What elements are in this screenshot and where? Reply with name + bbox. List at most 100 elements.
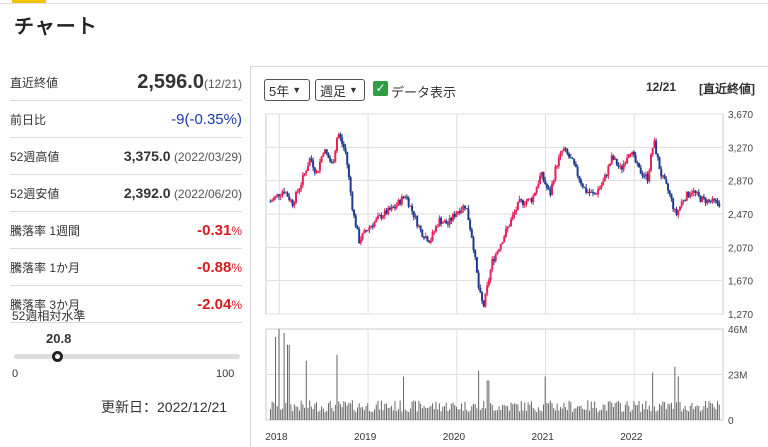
candle-body (651, 147, 654, 155)
chart-type-select[interactable]: 週足 ▼ (315, 79, 365, 101)
candle-body (283, 191, 286, 193)
candle-body (680, 201, 683, 207)
candle-body (269, 201, 272, 203)
candle-body (588, 191, 591, 193)
stat-close-value: 2,596.0 (137, 70, 204, 93)
candle-body (450, 218, 453, 221)
candle-body (489, 269, 492, 281)
candle-body (296, 191, 299, 193)
candle-body (375, 218, 378, 222)
price-tick-label: 2,070 (728, 243, 753, 254)
candle-body (634, 155, 637, 163)
candle-body (638, 162, 641, 168)
candle-body (368, 227, 371, 230)
candle-body (564, 148, 567, 150)
volume-tick-label: 46M (728, 325, 747, 336)
candle-body (617, 165, 620, 167)
candle-body (339, 134, 342, 138)
candle-body (701, 196, 704, 202)
candle-body (661, 175, 664, 177)
period-select-value: 5年 (269, 83, 290, 99)
candle-body (492, 258, 495, 262)
stat-high52-label: 52週高値 (10, 149, 60, 164)
candle-body (405, 196, 408, 199)
candle-body (472, 237, 475, 251)
volume-tick-label: 23M (728, 371, 747, 382)
x-tick-label: 2018 (265, 432, 288, 443)
relative-level-label: 52週相対水準 (12, 309, 86, 323)
x-tick-label: 2022 (620, 432, 643, 443)
chart-date: 12/21 (646, 80, 677, 94)
candle-body (609, 163, 612, 167)
candle-body (341, 137, 344, 144)
candle-body (438, 217, 441, 226)
candle-body (399, 200, 402, 205)
candle-body (533, 192, 536, 196)
stat-change: 前日比 -9(-0.35%) (10, 101, 242, 138)
candle-body (687, 191, 690, 197)
candle-body (378, 214, 381, 216)
chart-panel: 5年 ▼ 週足 ▼ ✓ データ表示 12/21 [直近終値] 3,670 3,270 2… (250, 66, 768, 447)
period-select[interactable]: 5年 ▼ (264, 79, 310, 101)
candle-body (665, 179, 668, 184)
candle-body (479, 287, 482, 293)
candle-body (684, 200, 687, 202)
stat-drop-1m-unit: % (231, 260, 242, 275)
candle-body (411, 205, 414, 212)
relative-level-knob (52, 351, 63, 362)
candle-body (300, 184, 303, 189)
candle-body (668, 190, 671, 194)
candle-body (696, 192, 699, 194)
candle-body (607, 166, 610, 176)
candle-body (510, 219, 513, 226)
candle-body (414, 216, 417, 218)
candle-body (663, 175, 666, 180)
candle-body (670, 193, 673, 199)
stat-high52-date: (2022/03/29) (173, 150, 242, 164)
candle-body (484, 293, 487, 307)
data-display-label[interactable]: データ表示 (391, 85, 457, 100)
candle-body (552, 180, 555, 184)
stat-drop-1m: 騰落率 1か月 -0.88% (10, 249, 242, 286)
candle-body (549, 189, 552, 195)
candle-body (658, 157, 661, 170)
candle-body (704, 197, 707, 204)
candle-body (562, 148, 565, 151)
candle-body (421, 230, 424, 237)
candle-body (417, 225, 420, 227)
candle-body (714, 200, 717, 202)
data-display-checkbox[interactable]: ✓ (373, 81, 388, 96)
candle-body (334, 150, 337, 163)
candle-body (361, 233, 364, 240)
candle-body (416, 216, 419, 227)
candle-body (561, 150, 564, 153)
candle-body (315, 172, 318, 174)
candle-body (475, 257, 478, 273)
candle-body (469, 220, 472, 230)
candle-body (351, 192, 354, 210)
candle-body (568, 153, 571, 158)
candle-body (359, 239, 362, 244)
candle-body (457, 211, 460, 214)
candle-body (518, 199, 521, 202)
candle-body (487, 280, 490, 286)
candle-body (344, 147, 347, 152)
candle-body (675, 208, 678, 215)
candle-body (503, 236, 506, 243)
candle-body (313, 167, 316, 173)
candle-body (440, 217, 443, 224)
candle-body (317, 170, 320, 173)
candle-body (655, 140, 658, 155)
candle-body (528, 198, 531, 200)
candle-body (382, 216, 385, 219)
candle-body (498, 249, 501, 252)
candle-body (513, 212, 516, 216)
candle-body (329, 158, 332, 162)
price-tick-label: 2,870 (728, 177, 753, 188)
candle-body (387, 207, 390, 215)
candle-body (455, 213, 458, 217)
candle-body (366, 229, 369, 232)
relative-level-max: 100 (216, 368, 235, 380)
stat-drop-3m-value: -2.04 (197, 295, 232, 313)
candle-body (576, 166, 579, 176)
